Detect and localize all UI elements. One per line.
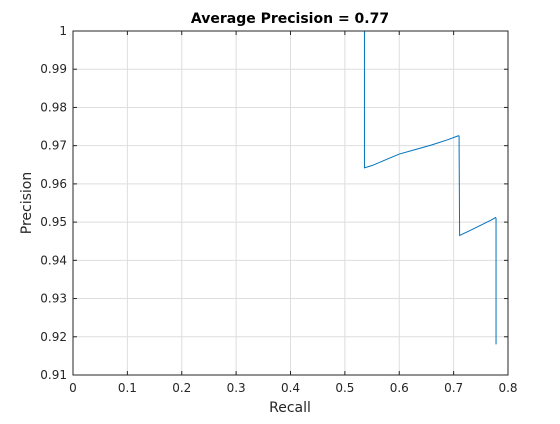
- y-tick-label: 0.94: [40, 253, 67, 267]
- data-layer: [73, 30, 497, 345]
- x-tick-label: 0.2: [172, 381, 191, 395]
- chart-title: Average Precision = 0.77: [191, 11, 389, 27]
- y-tick-label: 0.98: [40, 100, 67, 114]
- y-tick-label: 0.96: [40, 177, 67, 191]
- x-tick-label: 0: [69, 381, 77, 395]
- y-tick-label: 0.92: [40, 330, 67, 344]
- y-tick-label: 0.99: [40, 62, 67, 76]
- y-tick-label: 0.93: [40, 292, 67, 306]
- y-tick-label: 1: [59, 24, 67, 38]
- x-tick-label: 0.3: [227, 381, 246, 395]
- x-axis-label: Recall: [269, 400, 311, 416]
- x-tick-label: 0.8: [498, 381, 517, 395]
- ticks: 0 0.1 0.2 0.3 0.4 0.5 0.6 0.7 0.8 0.91 0.92 0.93 0.9…: [40, 24, 517, 395]
- y-tick-label: 0.97: [40, 139, 67, 153]
- grid: [73, 31, 508, 375]
- series-line-0: [73, 30, 497, 345]
- x-tick-label: 0.4: [281, 381, 300, 395]
- x-tick-label: 0.7: [444, 381, 463, 395]
- x-tick-label: 0.5: [335, 381, 354, 395]
- y-tick-label: 0.91: [40, 368, 67, 382]
- x-tick-label: 0.6: [390, 381, 409, 395]
- y-tick-label: 0.95: [40, 215, 67, 229]
- y-axis-label: Precision: [19, 172, 35, 234]
- x-tick-label: 0.1: [118, 381, 137, 395]
